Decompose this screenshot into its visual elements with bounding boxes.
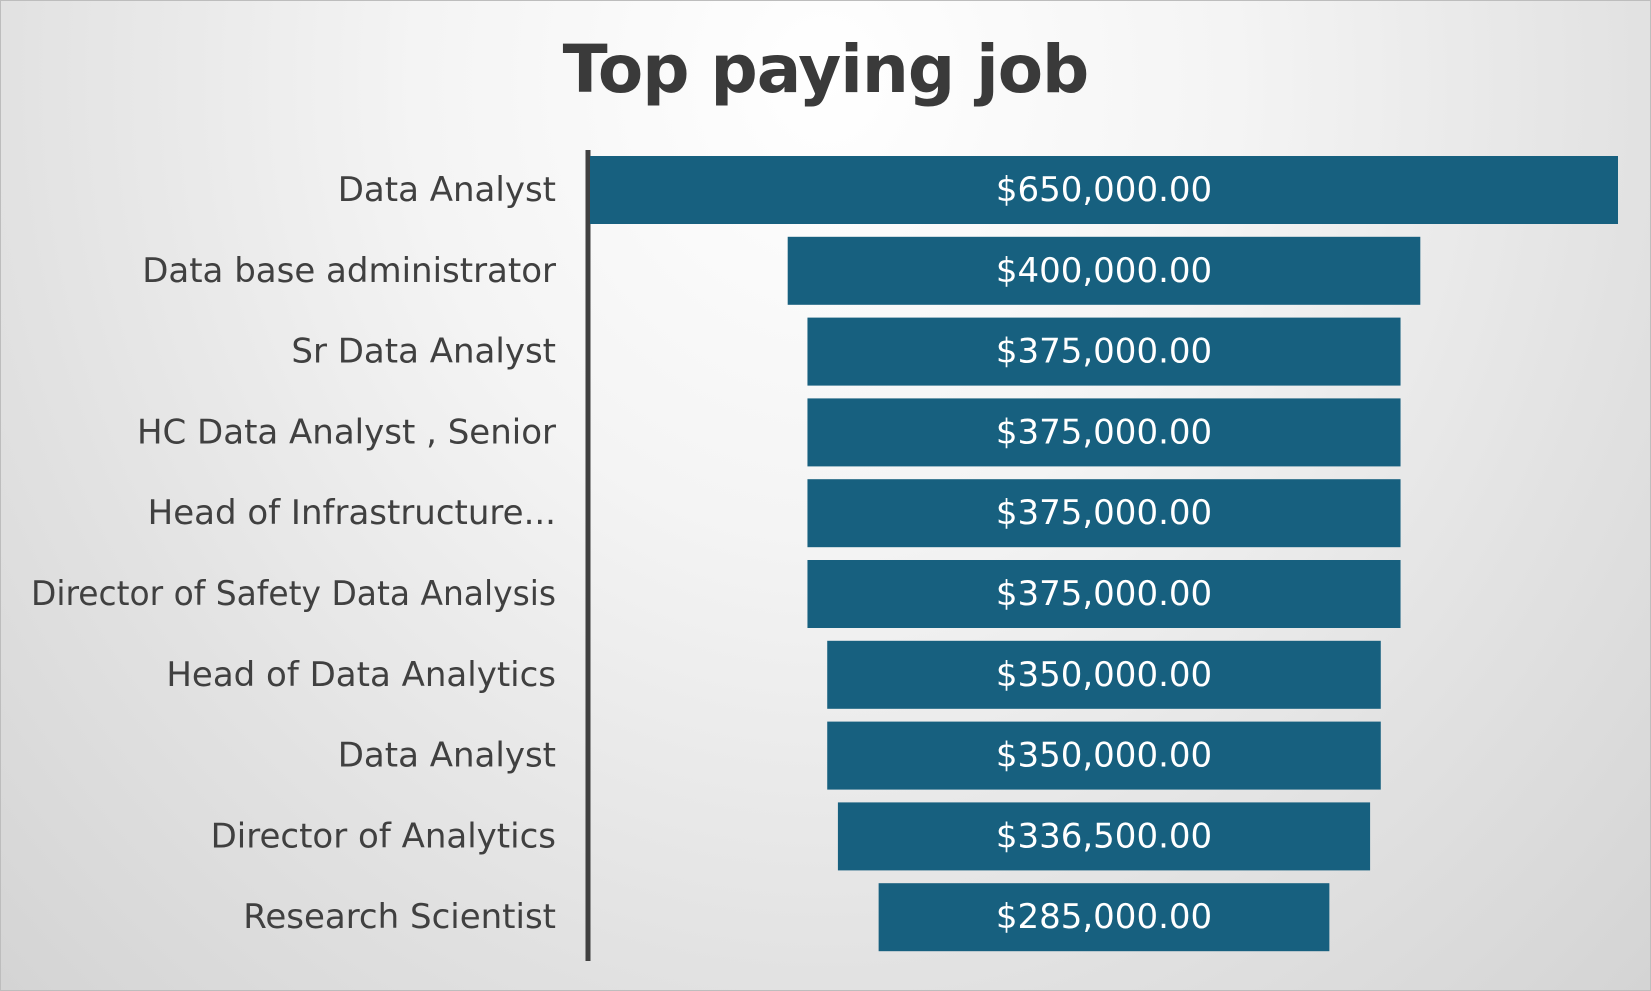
funnel-bar: [878, 883, 1330, 952]
funnel-bar: [827, 640, 1381, 709]
data-label: $650,000.00: [996, 170, 1212, 210]
funnel-bar: [807, 398, 1401, 467]
category-label: Head of Data Analytics: [166, 655, 556, 695]
category-label: HC Data Analyst , Senior: [137, 412, 556, 452]
data-label: $400,000.00: [996, 251, 1212, 291]
category-label: Head of Infrastructure...: [148, 493, 556, 533]
category-label: Data Analyst: [338, 736, 556, 776]
category-label: Sr Data Analyst: [291, 332, 556, 372]
data-label: $285,000.00: [996, 897, 1212, 937]
funnel-bar: [590, 156, 1618, 224]
funnel-bar: [837, 802, 1371, 871]
data-label: $350,000.00: [996, 736, 1212, 776]
data-label: $336,500.00: [996, 816, 1212, 856]
category-label: Director of Analytics: [211, 816, 556, 856]
funnel-bar: [807, 479, 1401, 548]
data-label: $375,000.00: [996, 493, 1212, 533]
funnel-bar: [827, 721, 1381, 790]
funnel-bar: [807, 317, 1401, 386]
data-label: $350,000.00: [996, 655, 1212, 695]
category-label: Director of Safety Data Analysis: [31, 574, 556, 614]
category-label: Research Scientist: [243, 897, 556, 937]
category-label: Data Analyst: [338, 170, 556, 210]
funnel-bar: [787, 236, 1421, 305]
funnel-bar: [807, 560, 1401, 628]
data-label: $375,000.00: [996, 332, 1212, 372]
data-label: $375,000.00: [996, 574, 1212, 614]
chart-title: Top paying job: [562, 31, 1090, 108]
data-label: $375,000.00: [996, 412, 1212, 452]
category-label: Data base administrator: [142, 251, 556, 291]
